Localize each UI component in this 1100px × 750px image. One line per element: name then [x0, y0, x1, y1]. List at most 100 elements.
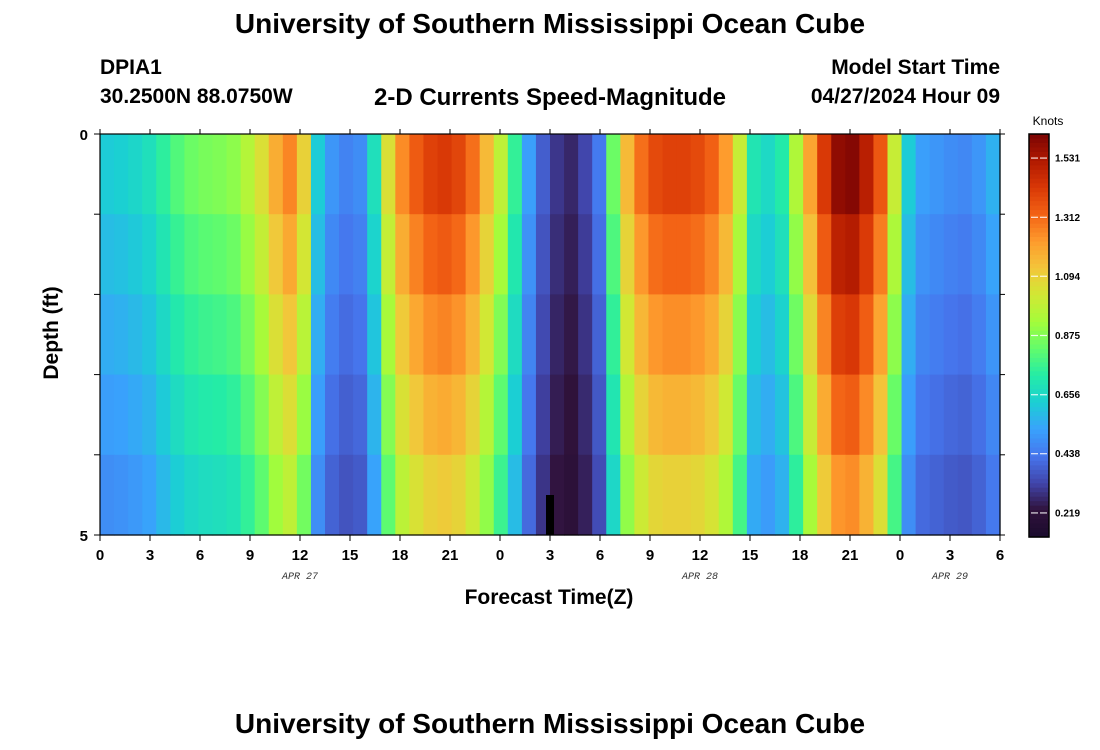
colorbar-segment — [1029, 483, 1049, 489]
heatmap-cell — [775, 374, 790, 456]
heatmap-cell — [915, 214, 931, 295]
colorbar-segment — [1029, 232, 1049, 238]
colorbar-segment — [1029, 425, 1049, 431]
heatmap-cell — [606, 294, 621, 376]
colorbar-segment — [1029, 384, 1049, 390]
colorbar-segment — [1029, 192, 1049, 198]
heatmap-cell — [325, 374, 340, 456]
colorbar-segment — [1029, 299, 1049, 305]
heatmap-cell — [676, 374, 692, 456]
heatmap-cell — [929, 454, 945, 536]
heatmap-cell — [634, 294, 650, 376]
heatmap-cell — [971, 374, 987, 456]
heatmap-cell — [620, 294, 635, 376]
colorbar-segment — [1029, 519, 1049, 525]
heatmap-cell — [114, 454, 129, 536]
heatmap-cell — [803, 454, 818, 536]
heatmap-cell — [325, 214, 340, 295]
heatmap-cell — [648, 294, 664, 376]
bottom-title: University of Southern Mississippi Ocean… — [234, 708, 866, 739]
heatmap-cell — [648, 454, 664, 536]
heatmap-cell — [296, 294, 312, 376]
heatmap-cell — [676, 134, 692, 215]
heatmap-cell — [437, 214, 453, 295]
heatmap-cell — [592, 134, 607, 215]
heatmap-cell — [156, 134, 171, 215]
heatmap-cell — [423, 134, 439, 215]
heatmap-cell — [550, 134, 565, 215]
heatmap-cell — [831, 134, 846, 215]
heatmap-cell — [690, 454, 706, 536]
heatmap-cell — [690, 134, 706, 215]
colorbar-segment — [1029, 295, 1049, 301]
colorbar-segment — [1029, 469, 1049, 475]
colorbar-segment — [1029, 442, 1049, 449]
colorbar-segment — [1029, 339, 1049, 346]
heatmap-cell — [732, 134, 748, 215]
heatmap-cell — [985, 214, 1001, 295]
heatmap-cell — [859, 454, 875, 536]
colorbar-tick-label: 1.531 — [1055, 154, 1080, 165]
heatmap-cell — [550, 294, 565, 376]
colorbar-segment — [1029, 353, 1049, 359]
heatmap-cell — [971, 214, 987, 295]
heatmap-cell — [339, 374, 354, 456]
heatmap-cell — [240, 134, 256, 215]
heatmap-cell — [395, 214, 410, 295]
heatmap-cell — [296, 374, 312, 456]
heatmap-cell — [451, 214, 467, 295]
heatmap-cell — [535, 134, 551, 215]
heatmap-cell — [957, 214, 973, 295]
heatmap-cell — [929, 214, 945, 295]
heatmap-cell — [859, 134, 875, 215]
heatmap-cell — [114, 134, 129, 215]
heatmap-cell — [465, 294, 481, 376]
heatmap-cell — [451, 454, 467, 536]
colorbar-segment — [1029, 169, 1049, 175]
heatmap-cell — [479, 294, 495, 376]
heatmap-cell — [395, 294, 410, 376]
colorbar-segment — [1029, 286, 1049, 292]
heatmap-cell — [943, 134, 959, 215]
heatmap-cell — [704, 214, 720, 295]
heatmap-cell — [423, 294, 439, 376]
heatmap-cell — [535, 294, 551, 376]
heatmap-cell — [240, 214, 256, 295]
heatmap-cell — [915, 374, 931, 456]
heatmap-cell — [423, 214, 439, 295]
colorbar-segment — [1029, 492, 1049, 498]
heatmap-cell — [437, 374, 453, 456]
x-tick-label: 18 — [792, 547, 809, 564]
heatmap-cell — [873, 374, 889, 456]
colorbar-tick-label: 0.219 — [1055, 508, 1080, 519]
colorbar-segment — [1029, 523, 1049, 529]
heatmap-cell — [943, 454, 959, 536]
x-tick-label: 0 — [96, 547, 104, 564]
heatmap-cell — [648, 374, 664, 456]
heatmap-cell — [353, 294, 368, 376]
heatmap-cell — [184, 294, 200, 376]
colorbar-segment — [1029, 214, 1049, 220]
heatmap-cell — [170, 454, 185, 536]
colorbar-segment — [1029, 151, 1049, 157]
heatmap-cell — [718, 294, 734, 376]
heatmap-cell — [100, 214, 115, 295]
colorbar-segment — [1029, 241, 1049, 247]
heatmap-cell — [128, 374, 143, 456]
heatmap-cell — [578, 134, 593, 215]
heatmap-cell — [817, 134, 832, 215]
heatmap-cell — [100, 294, 115, 376]
colorbar-segment — [1029, 178, 1049, 184]
heatmap-cell — [268, 134, 284, 215]
heatmap-cell — [465, 374, 481, 456]
heatmap-cell — [339, 294, 354, 376]
y-axis-title: Depth (ft) — [40, 286, 63, 379]
heatmap-cell — [732, 214, 748, 295]
x-tick-label: 9 — [246, 547, 254, 564]
heatmap-cell — [240, 374, 256, 456]
station-id: DPIA1 — [100, 56, 162, 79]
heatmap-cell — [310, 294, 326, 376]
heatmap-cell — [648, 214, 664, 295]
colorbar-segment — [1029, 416, 1049, 422]
heatmap-cell — [339, 214, 354, 295]
